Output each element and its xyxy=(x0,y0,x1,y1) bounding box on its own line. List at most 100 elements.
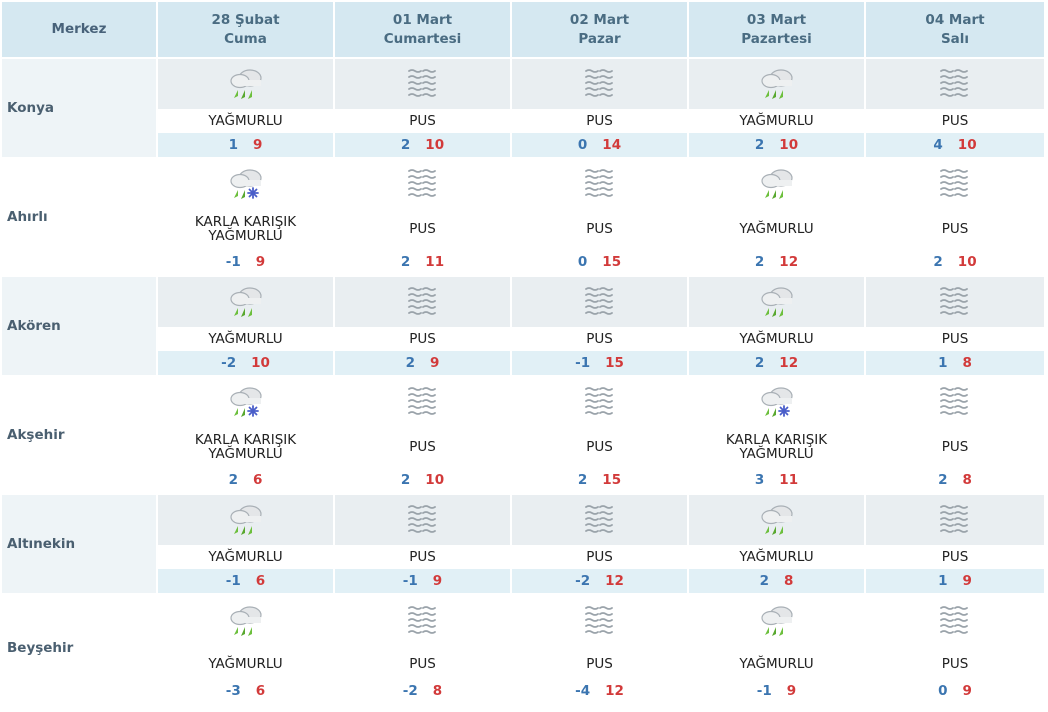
fog-icon xyxy=(335,495,510,545)
fog-icon xyxy=(335,59,510,109)
city-name: Konya xyxy=(2,59,156,157)
max-temperature: 10 xyxy=(957,137,977,153)
weather-description: PUS xyxy=(335,109,510,133)
fog-icon xyxy=(512,495,687,545)
max-temperature: 10 xyxy=(957,254,977,270)
max-temperature: 9 xyxy=(255,254,266,270)
min-temperature: 1 xyxy=(938,573,948,589)
rain-icon xyxy=(158,277,333,327)
max-temperature: 8 xyxy=(432,683,443,699)
forecast-cell: PUS 4 10 xyxy=(866,59,1044,157)
weather-description: YAĞMURLU xyxy=(158,109,333,133)
forecast-cell: PUS 2 10 xyxy=(335,377,510,493)
rain-icon xyxy=(158,59,333,109)
max-temperature: 8 xyxy=(784,573,794,589)
forecast-cell: KARLA KARIŞIK YAĞMURLU -1 9 xyxy=(158,159,333,275)
temperature-range: 2 15 xyxy=(512,467,687,493)
forecast-cell: KARLA KARIŞIK YAĞMURLU 2 6 xyxy=(158,377,333,493)
forecast-cell: PUS 2 11 xyxy=(335,159,510,275)
min-temperature: -1 xyxy=(756,683,772,699)
forecast-cell: YAĞMURLU 2 12 xyxy=(689,277,864,375)
max-temperature: 14 xyxy=(602,137,622,153)
max-temperature: 10 xyxy=(251,355,270,371)
weather-description: YAĞMURLU xyxy=(158,327,333,351)
weather-description: KARLA KARIŞIK YAĞMURLU xyxy=(158,427,333,467)
fog-icon xyxy=(512,377,687,427)
city-name: Ahırlı xyxy=(2,159,156,275)
header-weekday: Salı xyxy=(940,30,970,47)
weather-description: YAĞMURLU xyxy=(689,209,864,249)
city-name: Beyşehir xyxy=(2,595,156,701)
min-temperature: -1 xyxy=(575,355,591,371)
temperature-range: -2 12 xyxy=(512,569,687,593)
min-temperature: 0 xyxy=(577,137,588,153)
header-date: 03 Mart xyxy=(746,11,807,28)
rain-icon xyxy=(689,277,864,327)
fog-icon xyxy=(335,595,510,647)
min-temperature: 2 xyxy=(754,254,765,270)
weather-description: PUS xyxy=(335,545,510,569)
header-date: 28 Şubat xyxy=(211,11,280,28)
forecast-cell: PUS 0 15 xyxy=(512,159,687,275)
max-temperature: 11 xyxy=(779,472,799,488)
fog-icon xyxy=(512,59,687,109)
min-temperature: 0 xyxy=(577,254,588,270)
max-temperature: 15 xyxy=(602,472,622,488)
header-weekday: Pazar xyxy=(578,30,621,47)
max-temperature: 9 xyxy=(432,573,443,589)
weather-description: YAĞMURLU xyxy=(158,545,333,569)
temperature-range: -2 8 xyxy=(335,681,510,701)
forecast-table: Merkez 28 Şubat Cuma 01 Mart Cumartesi 02 Mar… xyxy=(2,2,1044,703)
fog-icon xyxy=(512,277,687,327)
min-temperature: 2 xyxy=(405,355,415,371)
weather-description: PUS xyxy=(512,327,687,351)
weather-description: YAĞMURLU xyxy=(689,327,864,351)
max-temperature: 9 xyxy=(962,683,972,699)
temperature-range: 0 14 xyxy=(512,133,687,157)
weather-description: PUS xyxy=(866,427,1044,467)
min-temperature: 4 xyxy=(933,137,943,153)
fog-icon xyxy=(512,159,687,209)
max-temperature: 15 xyxy=(605,355,624,371)
min-temperature: 2 xyxy=(754,355,765,371)
header-day: 04 Mart Salı xyxy=(866,2,1044,57)
weather-description: PUS xyxy=(866,545,1044,569)
max-temperature: 10 xyxy=(779,137,799,153)
city-name: Akşehir xyxy=(2,377,156,493)
city-name: Altınekin xyxy=(2,495,156,593)
weather-description: PUS xyxy=(335,327,510,351)
temperature-range: 4 10 xyxy=(866,133,1044,157)
max-temperature: 6 xyxy=(253,472,263,488)
fog-icon xyxy=(335,277,510,327)
weather-description: PUS xyxy=(335,647,510,681)
max-temperature: 10 xyxy=(425,472,445,488)
forecast-cell: PUS 2 10 xyxy=(866,159,1044,275)
fog-icon xyxy=(866,159,1044,209)
weather-description: YAĞMURLU xyxy=(689,545,864,569)
weather-description: KARLA KARIŞIK YAĞMURLU xyxy=(689,427,864,467)
fog-icon xyxy=(866,377,1044,427)
forecast-cell: PUS 0 9 xyxy=(866,595,1044,701)
temperature-range: 2 10 xyxy=(335,133,510,157)
fog-icon xyxy=(335,377,510,427)
min-temperature: 2 xyxy=(400,137,411,153)
weather-description: PUS xyxy=(866,327,1044,351)
header-day: 28 Şubat Cuma xyxy=(158,2,333,57)
temperature-range: 2 10 xyxy=(866,249,1044,275)
min-temperature: -1 xyxy=(402,573,418,589)
fog-icon xyxy=(335,159,510,209)
min-temperature: -1 xyxy=(225,573,241,589)
weather-description: PUS xyxy=(335,427,510,467)
sleet-icon xyxy=(158,377,333,427)
sleet-icon xyxy=(689,377,864,427)
min-temperature: 2 xyxy=(577,472,588,488)
forecast-cell: PUS 2 15 xyxy=(512,377,687,493)
weather-description: PUS xyxy=(866,647,1044,681)
min-temperature: 2 xyxy=(938,472,948,488)
header-weekday: Cuma xyxy=(224,30,267,47)
forecast-cell: YAĞMURLU 2 12 xyxy=(689,159,864,275)
